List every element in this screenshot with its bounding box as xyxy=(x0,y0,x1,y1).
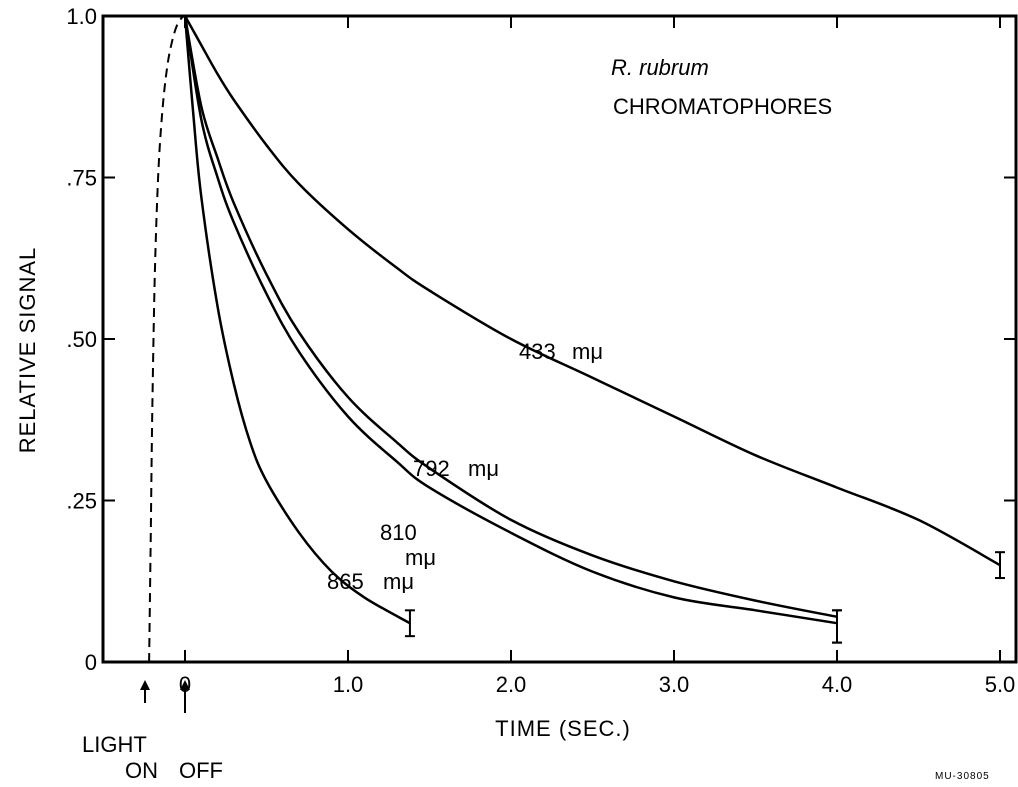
y-tick-label: 0 xyxy=(85,650,97,675)
series-label-number-810: 810 xyxy=(380,520,417,545)
plot-frame-rect xyxy=(101,14,1018,664)
series-line-865 xyxy=(183,15,411,625)
series-label-number-865: 865 xyxy=(327,569,364,594)
light-label: LIGHT xyxy=(82,732,147,757)
light-on-marker: LIGHT ON xyxy=(82,680,158,783)
x-tick-label: 1.0 xyxy=(333,672,364,697)
y-tick-label: .50 xyxy=(66,327,97,352)
x-axis-label: TIME (SEC.) xyxy=(495,716,631,741)
x-tick-label: 4.0 xyxy=(822,672,853,697)
data-series xyxy=(148,15,1001,663)
chart-subtitle: CHROMATOPHORES xyxy=(613,94,832,119)
series-label-number-433: 433 xyxy=(519,339,556,364)
y-tick-label: .25 xyxy=(66,489,97,514)
series-line-810 xyxy=(183,15,838,625)
plot-frame xyxy=(101,14,1018,664)
x-tick-label: 5.0 xyxy=(985,672,1016,697)
x-tick-label: 3.0 xyxy=(659,672,690,697)
series-label-unit-433: mμ xyxy=(572,339,603,364)
series-label-unit-810: mμ xyxy=(405,545,436,570)
on-label: ON xyxy=(125,758,158,783)
series-line-792 xyxy=(183,15,838,619)
series-label-unit-792: mμ xyxy=(468,456,499,481)
off-label: OFF xyxy=(179,758,223,783)
figure-id: MU-30805 xyxy=(935,771,990,782)
x-tick-label: 2.0 xyxy=(496,672,527,697)
light-on-arrow-head xyxy=(140,680,150,690)
light-on-rise-curve xyxy=(148,15,186,663)
off-marker: OFF xyxy=(179,680,223,783)
y-tick-label: .75 xyxy=(66,166,97,191)
off-arrow-head xyxy=(180,680,190,690)
series-label-unit-865: mμ xyxy=(383,569,414,594)
series-label-number-792: 792 xyxy=(413,456,450,481)
error-bars xyxy=(404,551,1005,644)
chart-title: R. rubrum xyxy=(611,55,709,80)
series-line-433 xyxy=(183,15,1001,567)
y-axis-label: RELATIVE SIGNAL xyxy=(15,247,40,454)
axis-ticks: 01.02.03.04.05.00.25.50.751.0 xyxy=(66,4,1016,697)
y-tick-label: 1.0 xyxy=(66,4,97,29)
